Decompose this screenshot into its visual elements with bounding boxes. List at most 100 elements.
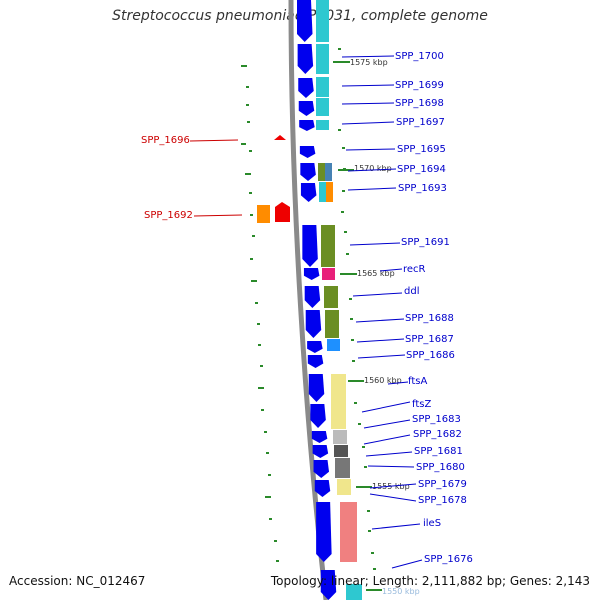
gene-label[interactable]: SPP_1678 [418,495,467,506]
feature-block [333,430,347,444]
gene-label[interactable]: ftsA [408,376,427,387]
gene-labels: SPP_1700 SPP_1699 SPP_1698 SPP_1697 SPP_… [141,51,473,569]
gc-skew-dash [241,143,246,145]
gc-skew-dash [350,318,353,320]
cds-arrow [316,502,332,562]
gc-skew-dash [373,568,376,570]
gc-skew-dash [342,147,345,149]
gene-label[interactable]: ftsZ [412,399,431,410]
cds-arrow [300,183,317,202]
cds-arrow [297,0,313,42]
cds-arrow [298,78,314,98]
feature-block [316,77,329,97]
gc-skew-dash [268,474,271,476]
gene-label[interactable]: SPP_1693 [398,183,447,194]
gene-label[interactable]: SPP_1695 [397,144,446,155]
cds-arrow [299,146,316,158]
gc-skew-dash [364,466,367,468]
feature-block [257,205,270,223]
cds-arrow [305,310,322,338]
gene-label[interactable]: SPP_1696 [141,135,190,146]
cds-arrow [304,286,321,308]
cds-arrow [298,101,315,116]
gene-label[interactable]: SPP_1692 [144,210,193,221]
gene-label[interactable]: SPP_1688 [405,313,454,324]
gene-label[interactable]: SPP_1697 [396,117,445,128]
gene-label[interactable]: SPP_1699 [395,80,444,91]
gene-label[interactable]: SPP_1691 [401,237,450,248]
feature-block [325,163,332,181]
cds-arrow [297,44,314,74]
feature-block [316,44,329,74]
gc-skew-dash [344,231,347,233]
cds-arrow [310,404,326,428]
gene-label[interactable]: SPP_1679 [418,479,467,490]
gc-skew-dash [257,323,260,325]
kbp-marker: 1570 kbp [354,164,392,173]
gc-skew-dash [266,452,269,454]
gene-label[interactable]: SPP_1681 [414,446,463,457]
gc-skew-dash [338,48,341,50]
gc-skew-dash [251,280,257,282]
gc-skew-track [241,48,376,570]
cds-arrows [297,0,337,600]
gene-label[interactable]: SPP_1694 [397,164,446,175]
gc-skew-dash [362,446,365,448]
gc-skew-dash [349,298,352,300]
gene-label[interactable]: SPP_1698 [395,98,444,109]
gc-skew-dash [255,302,258,304]
gene-label[interactable]: SPP_1687 [405,334,454,345]
gc-skew-dash [276,560,279,562]
gc-skew-dash [264,431,267,433]
gc-skew-dash [352,360,355,362]
gc-skew-dash [250,214,253,216]
feature-block [334,445,348,457]
genome-stats: Topology: linear; Length: 2,111,882 bp; … [270,574,590,588]
gene-label[interactable]: SPP_1686 [406,350,455,361]
gene-label[interactable]: SPP_1682 [413,429,462,440]
feature-block [335,458,350,478]
gc-skew-dash [252,235,255,237]
gc-skew-dash [371,552,374,554]
gc-skew-dash [258,387,264,389]
feature-block [326,182,333,202]
cds-arrow [313,460,330,478]
cds-arrow [311,431,328,443]
cds-arrow [300,163,316,181]
gene-label[interactable]: ileS [423,518,441,529]
cds-arrow [302,225,318,267]
cds-arrow [312,445,329,458]
feature-block [337,479,351,495]
feature-block [319,182,326,202]
gene-label[interactable]: SPP_1676 [424,554,473,565]
gc-skew-dash [351,339,354,341]
gc-skew-dash [245,173,251,175]
feature-block [322,268,335,280]
gene-label[interactable]: ddl [404,286,419,297]
gc-skew-dash [261,409,264,411]
feature-block [346,584,362,600]
feature-block [325,310,339,338]
feature-block [275,202,290,222]
gc-skew-dash [368,530,371,532]
gene-label[interactable]: SPP_1700 [395,51,444,62]
accession-label: Accession: NC_012467 [9,574,146,588]
gene-label[interactable]: SPP_1680 [416,462,465,473]
gene-label[interactable]: SPP_1683 [412,414,461,425]
kbp-marker: 1550 kbp [382,587,420,596]
gene-label[interactable]: recR [403,264,426,275]
cds-arrow [307,341,323,353]
cds-arrow [299,120,315,131]
gc-skew-dash [249,150,252,152]
gc-skew-dash [342,190,345,192]
kbp-marker: 1575 kbp [350,58,388,67]
feature-block [318,163,325,181]
feature-block [327,339,340,351]
feature-block [274,135,286,140]
gc-skew-dash [249,192,252,194]
gc-skew-dash [269,518,272,520]
gc-skew-dash [367,510,370,512]
kbp-marker: 1560 kbp [364,376,402,385]
gc-skew-dash [358,423,361,425]
gc-skew-dash [246,104,249,106]
